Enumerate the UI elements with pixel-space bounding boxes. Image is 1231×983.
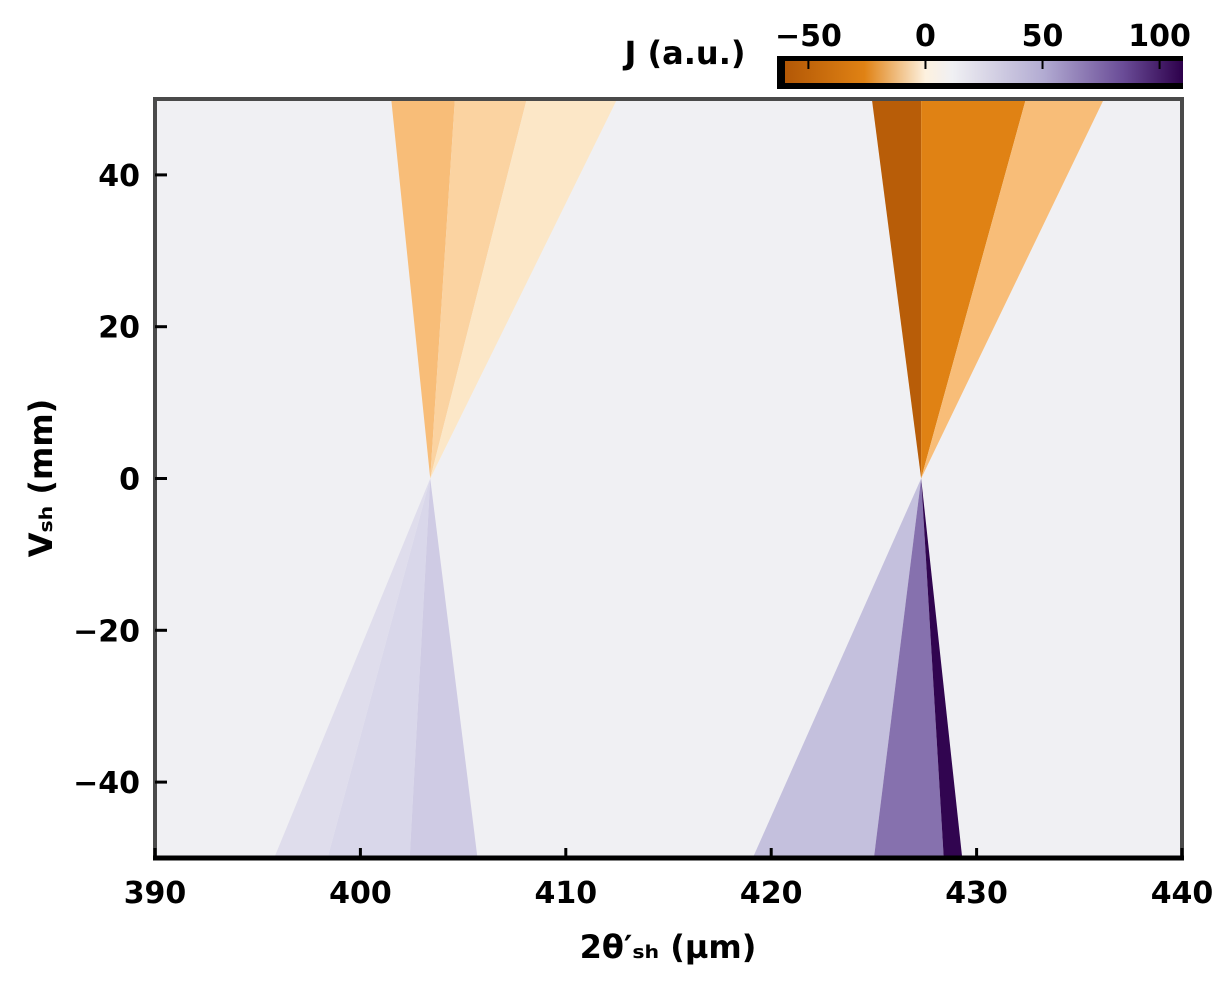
colorbar-tick-label: 50 [1022, 19, 1064, 54]
heatmap-band-2-1 [921, 99, 1026, 479]
y-axis-label: Vₛₕ (mm) [22, 399, 60, 558]
y-axis-ticks: 40 20 0 −20 −40 [73, 159, 167, 801]
heatmap-band-3-1 [873, 478, 944, 858]
x-axis-label: 2θ′ₛₕ (µm) [580, 928, 757, 966]
x-tick-label: 390 [124, 876, 187, 911]
plot-area: 390 400 410 420 430 440 40 20 0 −20 −40 [73, 97, 1214, 911]
y-tick-label: −40 [73, 766, 140, 801]
heatmap-band-2-0 [871, 99, 922, 479]
x-tick-label: 410 [534, 876, 597, 911]
colorbar-tick-label: 0 [915, 19, 936, 54]
colorbar-label: J (a.u.) [623, 34, 746, 72]
heatmap-band-3-2 [921, 478, 963, 858]
colorbar-tick-label: −50 [775, 19, 842, 54]
colorbar-ramp [785, 61, 1183, 83]
heatmap-band-0-1 [430, 99, 527, 479]
heatmap-band-1-0 [274, 478, 431, 858]
x-axis-ticks: 390 400 410 420 430 440 [124, 848, 1214, 911]
y-tick-label: 20 [98, 311, 140, 346]
y-tick-label: 40 [98, 159, 140, 194]
heatmap-wedges [274, 99, 1104, 858]
heatmap-band-3-0 [752, 478, 922, 858]
heatmap-band-0-2 [430, 99, 618, 479]
x-tick-label: 440 [1151, 876, 1214, 911]
x-tick-label: 420 [740, 876, 803, 911]
heatmap-band-2-2 [921, 99, 1104, 479]
heatmap-band-0-0 [391, 99, 455, 479]
colorbar-ticks: −50 0 50 100 [775, 19, 1191, 69]
y-tick-label: −20 [73, 614, 140, 649]
y-tick-label: 0 [119, 463, 140, 498]
colorbar: J (a.u.) −50 0 50 100 [623, 19, 1191, 89]
x-tick-label: 430 [945, 876, 1008, 911]
x-tick-label: 400 [329, 876, 392, 911]
heatmap-band-1-2 [409, 478, 478, 858]
heatmap-band-1-1 [327, 478, 431, 858]
colorbar-tick-label: 100 [1128, 19, 1191, 54]
